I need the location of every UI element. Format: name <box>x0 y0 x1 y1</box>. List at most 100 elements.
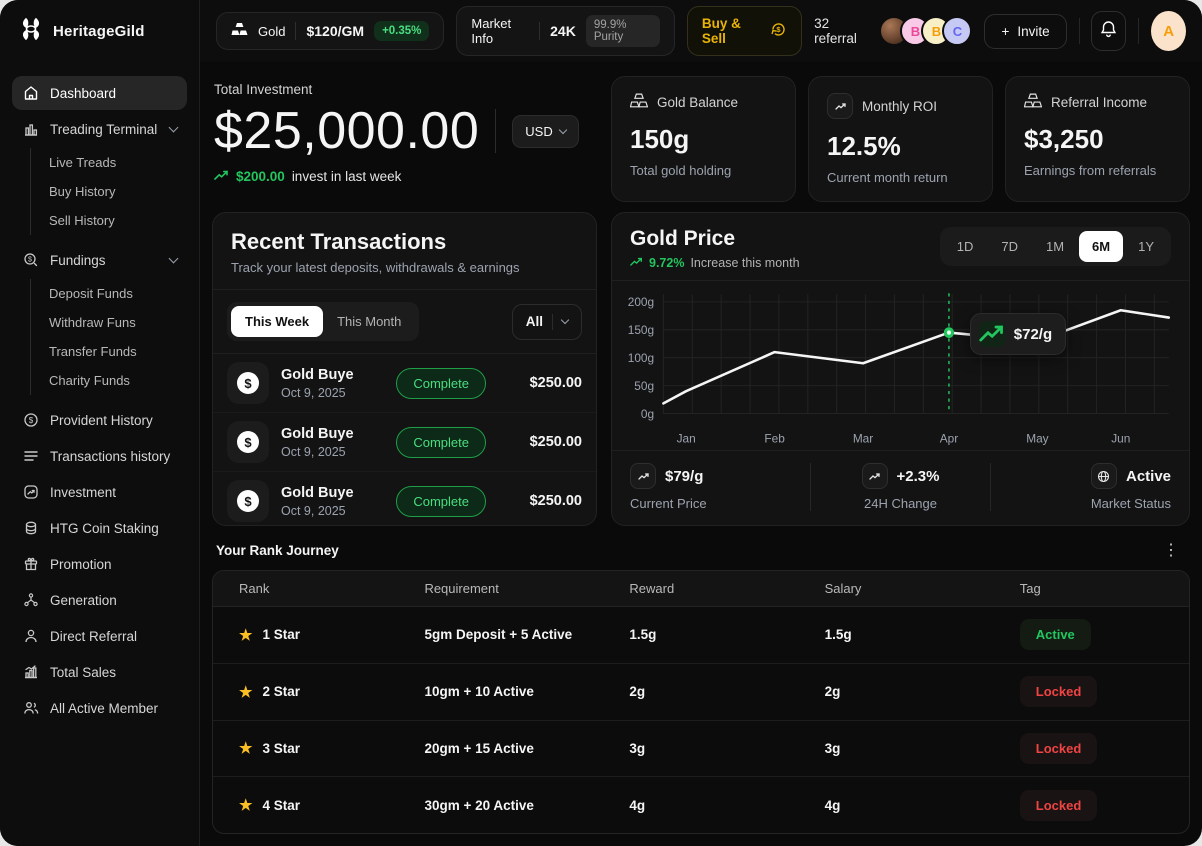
stat-subtitle: Total gold holding <box>630 163 732 178</box>
rank-journey-title: Your Rank Journey <box>216 542 339 558</box>
svg-text:Jan: Jan <box>677 431 696 445</box>
filter-value: All <box>525 314 543 329</box>
rank-cell: 4 Star <box>262 797 300 813</box>
range-6m[interactable]: 6M <box>1079 231 1124 262</box>
range-tabs: 1D 7D 1M 6M 1Y <box>939 227 1171 266</box>
invite-button[interactable]: + Invite <box>984 13 1067 49</box>
total-investment-block: Total Investment $25,000.00 USD $200.00 … <box>212 76 597 202</box>
network-icon <box>22 591 40 609</box>
svg-text:$: $ <box>776 25 781 34</box>
market-info-label: Market Info <box>471 16 512 46</box>
column-header: Rank <box>239 581 270 596</box>
sidebar-item-fundings[interactable]: $ Fundings <box>12 243 187 277</box>
trend-square-icon <box>22 483 40 501</box>
svg-text:Apr: Apr <box>940 431 958 445</box>
dollar-coin-icon: $ <box>227 362 269 404</box>
sidebar-item-promotion[interactable]: Promotion <box>12 547 187 581</box>
recent-transactions-card: Recent Transactions Track your latest de… <box>212 212 597 526</box>
stat-label: Current Price <box>630 496 707 511</box>
sidebar-item-label: Treading Terminal <box>50 121 158 137</box>
trend-icon <box>861 463 888 489</box>
sidebar-item-transfer-funds[interactable]: Transfer Funds <box>49 344 137 359</box>
transaction-row[interactable]: $ Gold Buye Oct 9, 2025 Complete $250.00 <box>213 413 596 472</box>
sidebar-item-treading-terminal[interactable]: Treading Terminal <box>12 112 187 146</box>
price-change-text: Increase this month <box>690 256 800 270</box>
gold-change-badge: +0.35% <box>374 21 430 41</box>
svg-text:Mar: Mar <box>853 431 873 445</box>
range-1d[interactable]: 1D <box>956 239 974 254</box>
sidebar-item-dashboard[interactable]: Dashboard <box>12 76 187 110</box>
rank-cell: 1 Star <box>262 627 300 643</box>
filter-dropdown[interactable]: All <box>511 303 582 340</box>
transaction-row[interactable]: $ Gold Buye Oct 9, 2025 Complete $250.00 <box>213 354 596 413</box>
requirement-cell: 30gm + 20 Active <box>424 797 534 813</box>
tab-this-week[interactable]: This Week <box>231 306 324 337</box>
coins-stack-icon <box>22 519 40 537</box>
sidebar-item-sell-history[interactable]: Sell History <box>49 213 115 228</box>
sidebar-item-label: Fundings <box>50 252 106 268</box>
referral-avatar-stack[interactable]: B B C <box>879 16 973 46</box>
sidebar-item-total-sales[interactable]: Total Sales <box>12 655 187 689</box>
divider <box>1138 18 1140 44</box>
divider <box>552 313 553 330</box>
sidebar-item-label: Provident History <box>50 412 153 428</box>
person-icon <box>22 627 40 645</box>
stat-value: $79/g <box>665 467 704 485</box>
rank-table-header: Rank Requirement Reward Salary Tag <box>213 571 1189 607</box>
table-row: ★ 4 Star 30gm + 20 Active 4g 4g Locked <box>213 777 1189 833</box>
range-1y[interactable]: 1Y <box>1138 239 1154 254</box>
sidebar-item-buy-history[interactable]: Buy History <box>49 184 116 199</box>
sidebar-item-direct-referral[interactable]: Direct Referral <box>12 619 187 653</box>
sidebar-item-htg-coin-staking[interactable]: HTG Coin Staking <box>12 511 187 545</box>
rank-cell: 3 Star <box>262 740 300 756</box>
gold-price-title: Gold Price <box>630 227 736 250</box>
tab-this-month[interactable]: This Month <box>337 314 402 329</box>
sidebar-item-label: Transactions history <box>50 448 171 464</box>
notification-bell-button[interactable] <box>1091 11 1127 51</box>
currency-exchange-icon: $ <box>770 21 787 41</box>
top-bar: HeritageGild Gold $120/GM +0.35% Market … <box>0 0 1202 62</box>
trend-up-icon <box>214 169 229 184</box>
stat-card-monthly-roi: Monthly ROI 12.5% Current month return <box>808 76 993 202</box>
status-badge: Complete <box>396 426 486 458</box>
gold-price-value: $120/GM <box>306 23 365 39</box>
svg-text:150g: 150g <box>628 323 654 337</box>
table-row: ★ 2 Star 10gm + 10 Active 2g 2g Locked <box>213 664 1189 721</box>
transaction-row[interactable]: $ Gold Buye Oct 9, 2025 Complete $250.00 <box>213 472 596 525</box>
total-investment-amount: $25,000.00 <box>214 102 480 160</box>
tag-badge: Locked <box>1019 789 1098 821</box>
column-header: Reward <box>629 581 675 596</box>
market-status-stat: Active Market Status <box>991 463 1171 511</box>
more-options-icon[interactable]: ⋮ <box>1163 542 1180 559</box>
reward-cell: 3g <box>629 740 646 756</box>
sidebar-item-all-active-member[interactable]: All Active Member <box>12 691 187 725</box>
invite-label: Invite <box>1017 23 1050 39</box>
trend-icon <box>630 463 656 489</box>
invest-change-amount: $200.00 <box>236 169 285 184</box>
sidebar-item-deposit-funds[interactable]: Deposit Funds <box>49 286 133 301</box>
sidebar-item-generation[interactable]: Generation <box>12 583 187 617</box>
stat-value: $3,250 <box>1024 124 1104 154</box>
sidebar-item-charity-funds[interactable]: Charity Funds <box>49 373 130 388</box>
user-avatar[interactable]: A <box>1151 11 1186 51</box>
coin-icon: $ <box>22 251 40 269</box>
stat-value: 150g <box>630 124 690 154</box>
range-7d[interactable]: 7D <box>1001 239 1018 254</box>
reward-cell: 4g <box>629 797 646 813</box>
sidebar-item-transactions-history[interactable]: Transactions history <box>12 439 187 473</box>
range-1m[interactable]: 1M <box>1045 239 1065 254</box>
sidebar-item-withdraw-funs[interactable]: Withdraw Funs <box>49 315 136 330</box>
stat-value: 12.5% <box>827 131 901 161</box>
table-row: ★ 3 Star 20gm + 15 Active 3g 3g Locked <box>213 721 1189 778</box>
currency-dropdown[interactable]: USD <box>512 114 579 148</box>
sidebar-item-live-treads[interactable]: Live Treads <box>49 155 117 170</box>
dollar-coin-icon: $ <box>227 480 269 522</box>
home-icon <box>22 84 40 102</box>
salary-cell: 1.5g <box>824 627 852 643</box>
sidebar-item-investment[interactable]: Investment <box>12 475 187 509</box>
buy-sell-button[interactable]: Buy & Sell $ <box>686 6 803 56</box>
requirement-cell: 5gm Deposit + 5 Active <box>424 627 573 643</box>
chevron-down-icon <box>558 125 567 134</box>
sidebar-item-provident-history[interactable]: $ Provident History <box>12 403 187 437</box>
